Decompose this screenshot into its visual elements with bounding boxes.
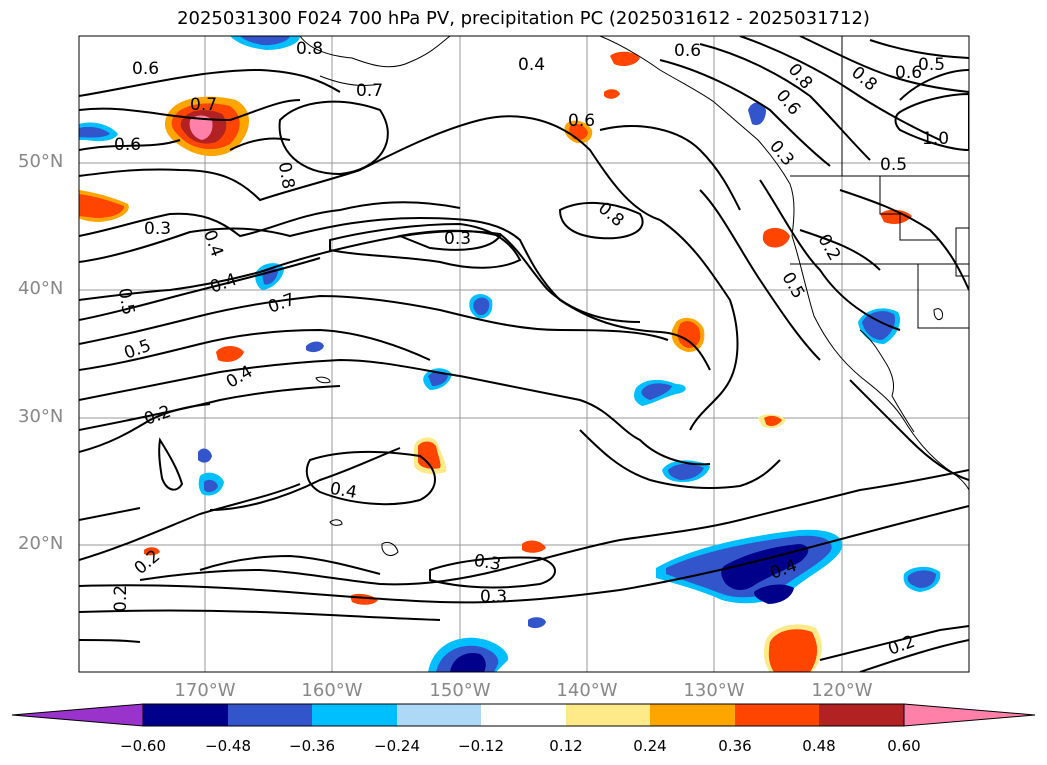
contour-label: 0.3 [480,587,507,607]
contour-label: 0.4 [518,55,545,75]
contour-label: 0.5 [114,287,138,317]
colorbar-tick: −0.36 [289,737,335,755]
lon-label-170w: 170°W [174,680,236,701]
precip-blob-positive [144,547,160,556]
contour-label: 0.3 [765,137,798,171]
lon-label-130w: 130°W [683,680,745,701]
contour-label: 0.8 [274,161,298,191]
contour-label: 0.6 [674,41,701,61]
contour-label: 0.6 [132,59,159,79]
contour-label: 0.7 [356,81,383,101]
precip-blob-positive [880,209,912,224]
colorbar-bin [397,704,481,726]
colorbar-bin [566,704,650,726]
colorbar-bin [228,704,312,726]
map-title: 2025031300 F024 700 hPa PV, precipitatio… [177,8,870,29]
colorbar-tick: −0.24 [374,737,420,755]
contour-label: 1.0 [922,129,949,149]
colorbar-tick: 0.36 [718,737,752,755]
lat-label-40n: 40°N [18,278,64,299]
contour-label: 0.4 [208,270,240,298]
colorbar [11,703,1036,727]
map-plot-area: 0.6 0.8 0.7 0.6 0.7 0.8 0.4 0.6 0.8 0.6 … [79,36,969,672]
precip-blob-negative [528,617,546,629]
colorbar-tick: −0.48 [205,737,251,755]
contour-label: 0.8 [296,39,323,59]
contour-labels: 0.6 0.8 0.7 0.6 0.7 0.8 0.4 0.6 0.8 0.6 … [111,39,949,660]
precip-blob-negative [748,102,766,126]
contour-label: 0.2 [142,402,174,430]
lon-label-120w: 120°W [811,680,873,701]
pv-contours [79,36,969,672]
precip-blob-positive [610,51,640,66]
lon-label-160w: 160°W [301,680,363,701]
lat-label-30n: 30°N [18,406,64,427]
colorbar-tick: 0.12 [549,737,583,755]
contour-label: 0.5 [880,155,907,175]
precip-blob-positive [604,89,620,99]
colorbar-max-arrow [903,703,1036,727]
colorbar-min-arrow [11,703,144,727]
precip-blob-positive [216,346,244,362]
precip-shading [79,36,941,672]
colorbar-bin [735,704,819,726]
contour-label: 0.3 [444,229,471,249]
contour-label: 0.6 [895,63,922,83]
colorbar-tick: 0.48 [802,737,836,755]
lat-label-20n: 20°N [18,533,64,554]
precip-blob-positive [762,227,790,248]
colorbar-bin [819,704,904,726]
colorbar-bin [650,704,735,726]
contour-label: 0.7 [190,95,217,115]
contour-label: 0.5 [777,269,808,302]
colorbar-tick: −0.12 [458,737,504,755]
contour-label: 0.3 [144,219,171,239]
lon-label-140w: 140°W [556,680,618,701]
map-frame [78,35,970,673]
contour-label: 0.6 [114,135,141,155]
contour-label: 0.4 [223,362,256,393]
contour-label: 0.6 [568,111,595,131]
contour-label: 0.2 [111,585,131,612]
colorbar-bin [143,704,228,726]
contour-label: 0.7 [266,290,298,318]
precip-blob-negative [198,448,212,463]
colorbar-tick: 0.60 [887,737,921,755]
contour-label: 0.5 [122,336,154,364]
coastlines [299,36,969,556]
contour-label: 0.4 [328,479,358,503]
colorbar-bin [481,704,566,726]
precip-blob-negative [306,341,324,353]
colorbar-tick: −0.60 [120,737,166,755]
lon-label-150w: 150°W [429,680,491,701]
precip-blob-positive [522,540,546,553]
colorbar-tick: 0.24 [633,737,667,755]
contour-label: 0.4 [199,227,227,259]
lat-label-50n: 50°N [18,151,64,172]
contour-label: 0.3 [472,551,502,575]
colorbar-bin [312,704,397,726]
contour-label: 0.5 [918,55,945,75]
